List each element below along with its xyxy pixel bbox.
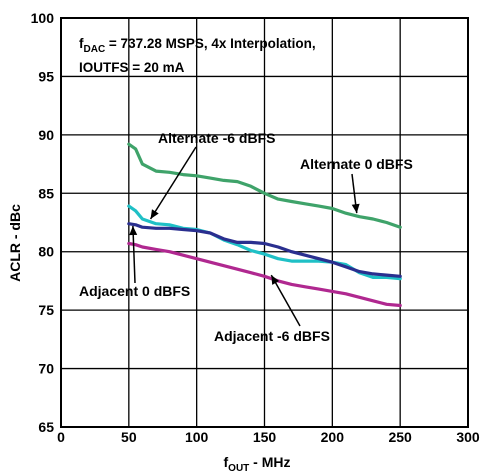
conditions-sub: DAC [84,44,106,55]
series-line-adjacent-6-dbfs [127,241,402,308]
series-line-adjacent-0-dbfs [127,222,402,278]
conditions-line-2: IOUTFS = 20 mA [79,60,185,75]
y-tick-label: 100 [31,10,55,26]
annotation-arrowhead [129,226,138,236]
annotation-arrow-line [270,274,301,327]
annotation-arrowhead [351,203,360,214]
series-line-alternate-0-dbfs [127,142,402,229]
annotation-adjacent-0: Adjacent 0 dBFS [79,283,190,299]
annotation-arrowhead [271,275,280,285]
y-axis-title: ACLR - dBc [7,204,23,282]
x-title-f: f [224,454,229,470]
y-tick-label: 75 [38,302,54,318]
conditions-f: f [79,36,84,51]
conditions-rest: = 737.28 MSPS, 4x Interpolation, [105,36,315,51]
y-tick-label: 95 [38,68,54,84]
y-tick-label: 70 [38,361,54,377]
axis-ticks: 0 50 100 150 200 250 300 65 70 75 80 85 90 95 100 [31,10,480,445]
annotation-alternate-0: Alternate 0 dBFS [300,156,413,172]
y-tick-label: 90 [38,127,54,143]
x-tick-label: 250 [388,429,412,445]
x-title-rest: - MHz [249,454,290,470]
x-title-sub: OUT [228,463,249,474]
x-tick-label: 200 [321,429,345,445]
series-lines [127,142,402,308]
annotation-arrows [129,146,360,327]
grid [61,18,468,427]
y-tick-label: 80 [38,244,54,260]
annotation-arrow-line [149,146,197,220]
conditions-line-1: fDAC = 737.28 MSPS, 4x Interpolation, [79,36,316,55]
x-tick-label: 100 [185,429,209,445]
x-tick-label: 150 [253,429,277,445]
annotation-arrow-line [132,225,136,284]
x-tick-label: 300 [456,429,480,445]
annotation-alternate-minus6: Alternate -6 dBFS [158,130,275,146]
x-tick-label: 0 [57,429,65,445]
y-tick-label: 85 [38,185,54,201]
annotation-arrowhead [150,209,159,219]
annotation-adjacent-minus6: Adjacent -6 dBFS [214,328,330,344]
plot-frame [60,17,469,428]
y-tick-label: 65 [38,419,54,435]
x-tick-label: 50 [121,429,137,445]
x-axis-title: fOUT - MHz [224,454,291,474]
